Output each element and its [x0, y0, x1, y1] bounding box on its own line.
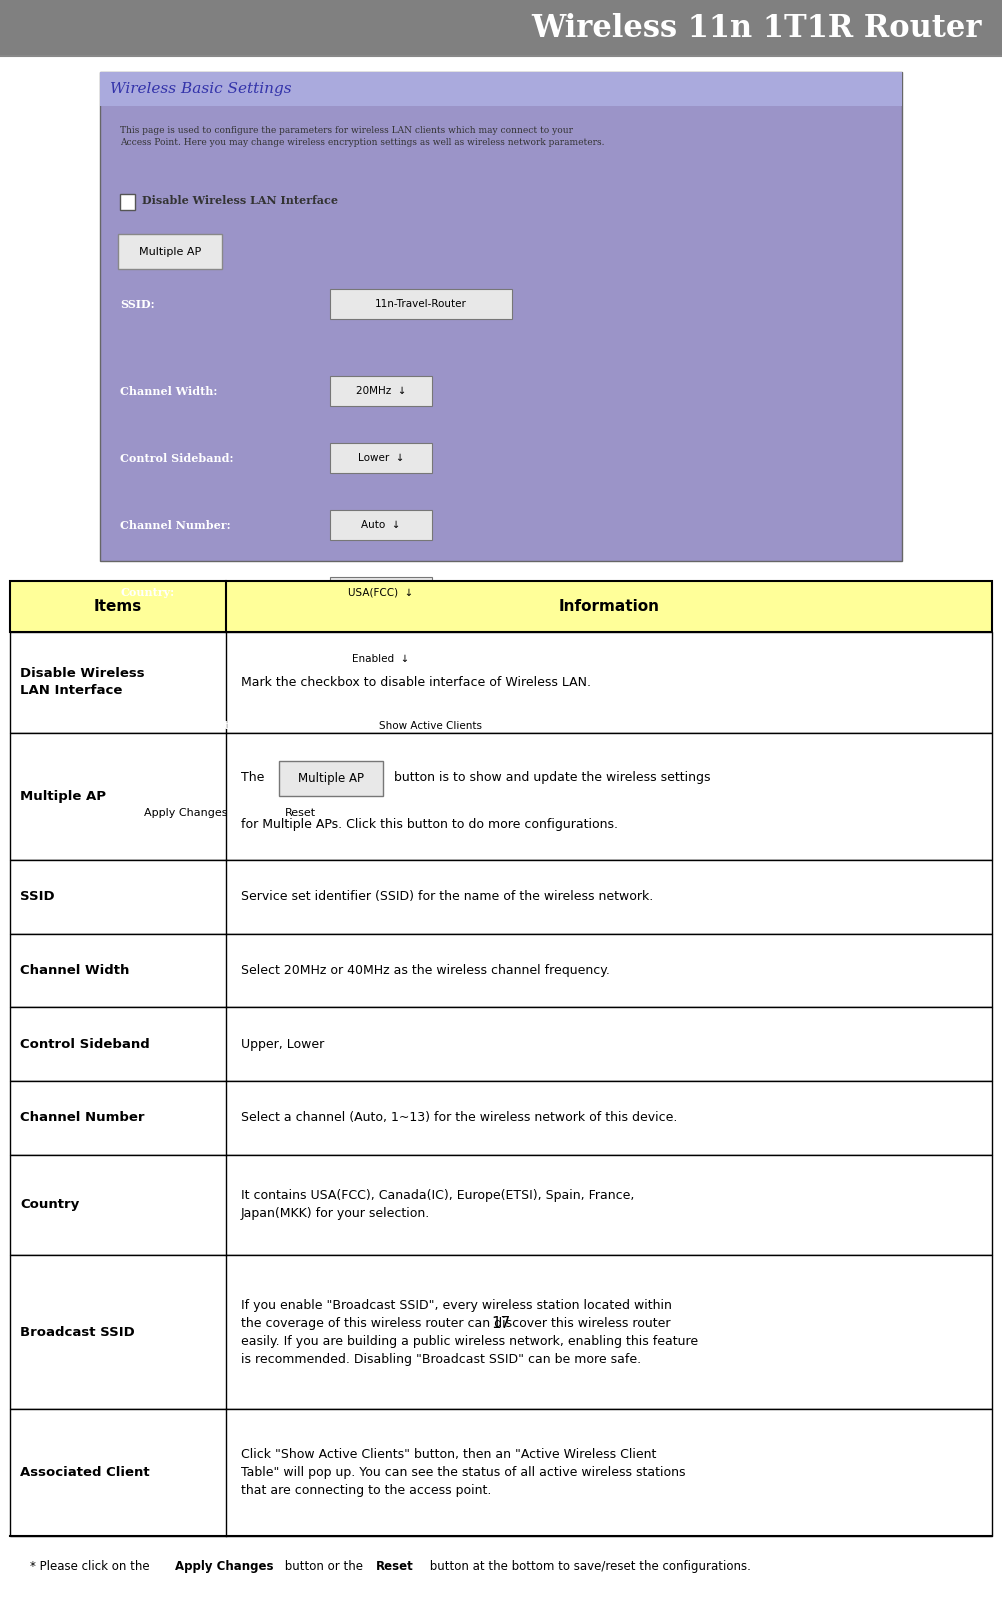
Text: Upper, Lower: Upper, Lower: [241, 1037, 325, 1050]
Text: Select a channel (Auto, 1~13) for the wireless network of this device.: Select a channel (Auto, 1~13) for the wi…: [241, 1111, 677, 1124]
Text: Apply Changes: Apply Changes: [175, 1561, 274, 1574]
Bar: [10, 632, 992, 733]
Bar: [10, 581, 992, 632]
Bar: [10, 1409, 992, 1537]
FancyBboxPatch shape: [330, 578, 432, 607]
Text: Channel Width:: Channel Width:: [120, 386, 217, 397]
Text: SSID: SSID: [20, 890, 55, 903]
Text: USA(FCC)  ↓: USA(FCC) ↓: [348, 588, 414, 597]
FancyBboxPatch shape: [329, 708, 533, 744]
Text: 17: 17: [491, 1316, 511, 1330]
Text: Multiple AP: Multiple AP: [20, 789, 106, 802]
Bar: [0, 0, 1002, 56]
Text: Control Sideband:: Control Sideband:: [120, 453, 233, 464]
Bar: [10, 860, 992, 933]
Text: Associated Clients:: Associated Clients:: [120, 720, 239, 732]
Text: The: The: [241, 770, 273, 784]
Text: Control Sideband: Control Sideband: [20, 1037, 149, 1050]
FancyBboxPatch shape: [280, 760, 384, 796]
Text: Wireless 11n 1T1R Router: Wireless 11n 1T1R Router: [531, 13, 982, 43]
Text: Associated Client: Associated Client: [20, 1467, 149, 1479]
Text: Broadcast SSID: Broadcast SSID: [20, 1326, 135, 1338]
Text: SSID:: SSID:: [120, 298, 155, 309]
Text: button or the: button or the: [281, 1561, 367, 1574]
Text: Enabled  ↓: Enabled ↓: [352, 653, 410, 664]
Text: 11n-Travel-Router: 11n-Travel-Router: [375, 299, 467, 309]
Text: Channel Number: Channel Number: [20, 1111, 144, 1124]
Text: Information: Information: [558, 599, 659, 615]
FancyBboxPatch shape: [118, 794, 253, 833]
Text: Country: Country: [20, 1198, 79, 1212]
Text: Broadcast SSID:: Broadcast SSID:: [120, 653, 222, 664]
Text: Mark the checkbox to disable interface of Wireless LAN.: Mark the checkbox to disable interface o…: [241, 676, 591, 688]
FancyBboxPatch shape: [330, 644, 432, 674]
FancyBboxPatch shape: [118, 234, 222, 269]
Text: Show Active Clients: Show Active Clients: [380, 720, 482, 732]
Text: This page is used to configure the parameters for wireless LAN clients which may: This page is used to configure the param…: [120, 126, 605, 147]
Text: Select 20MHz or 40MHz as the wireless channel frequency.: Select 20MHz or 40MHz as the wireless ch…: [241, 964, 610, 977]
Text: Disable Wireless LAN Interface: Disable Wireless LAN Interface: [142, 195, 339, 207]
Text: Apply Changes: Apply Changes: [143, 809, 227, 818]
Text: Channel Width: Channel Width: [20, 964, 129, 977]
Text: Lower  ↓: Lower ↓: [358, 453, 404, 463]
Text: Disable Wireless
LAN Interface: Disable Wireless LAN Interface: [20, 668, 144, 698]
Text: Reset: Reset: [285, 809, 317, 818]
Bar: [100, 72, 902, 562]
Text: Multiple AP: Multiple AP: [139, 247, 201, 256]
Text: Wireless Basic Settings: Wireless Basic Settings: [110, 82, 292, 96]
Text: * Please click on the: * Please click on the: [30, 1561, 153, 1574]
Text: Service set identifier (SSID) for the name of the wireless network.: Service set identifier (SSID) for the na…: [241, 890, 653, 903]
Bar: [100, 72, 902, 106]
Bar: [10, 733, 992, 860]
Bar: [10, 1007, 992, 1081]
Bar: [120, 194, 135, 210]
Bar: [10, 1081, 992, 1154]
Text: If you enable "Broadcast SSID", every wireless station located within
the covera: If you enable "Broadcast SSID", every wi…: [241, 1298, 698, 1366]
Text: Auto  ↓: Auto ↓: [361, 520, 401, 530]
Text: Reset: Reset: [376, 1561, 414, 1574]
Text: Multiple AP: Multiple AP: [299, 772, 365, 784]
Text: 20MHz  ↓: 20MHz ↓: [356, 386, 406, 395]
Text: Click "Show Active Clients" button, then an "Active Wireless Client
Table" will : Click "Show Active Clients" button, then…: [241, 1449, 685, 1497]
Text: button is to show and update the wireless settings: button is to show and update the wireles…: [387, 770, 710, 784]
Text: for Multiple APs. Click this button to do more configurations.: for Multiple APs. Click this button to d…: [241, 818, 618, 831]
Text: Country:: Country:: [120, 586, 174, 597]
Text: It contains USA(FCC), Canada(IC), Europe(ETSI), Spain, France,
Japan(MKK) for yo: It contains USA(FCC), Canada(IC), Europe…: [241, 1190, 634, 1220]
FancyBboxPatch shape: [264, 794, 338, 833]
Text: Items: Items: [94, 599, 142, 615]
Text: Channel Number:: Channel Number:: [120, 520, 230, 530]
Text: button at the bottom to save/reset the configurations.: button at the bottom to save/reset the c…: [426, 1561, 750, 1574]
Bar: [10, 1255, 992, 1409]
Bar: [10, 1154, 992, 1255]
FancyBboxPatch shape: [330, 443, 432, 472]
Bar: [10, 933, 992, 1007]
FancyBboxPatch shape: [330, 511, 432, 540]
FancyBboxPatch shape: [330, 290, 512, 319]
FancyBboxPatch shape: [330, 376, 432, 405]
